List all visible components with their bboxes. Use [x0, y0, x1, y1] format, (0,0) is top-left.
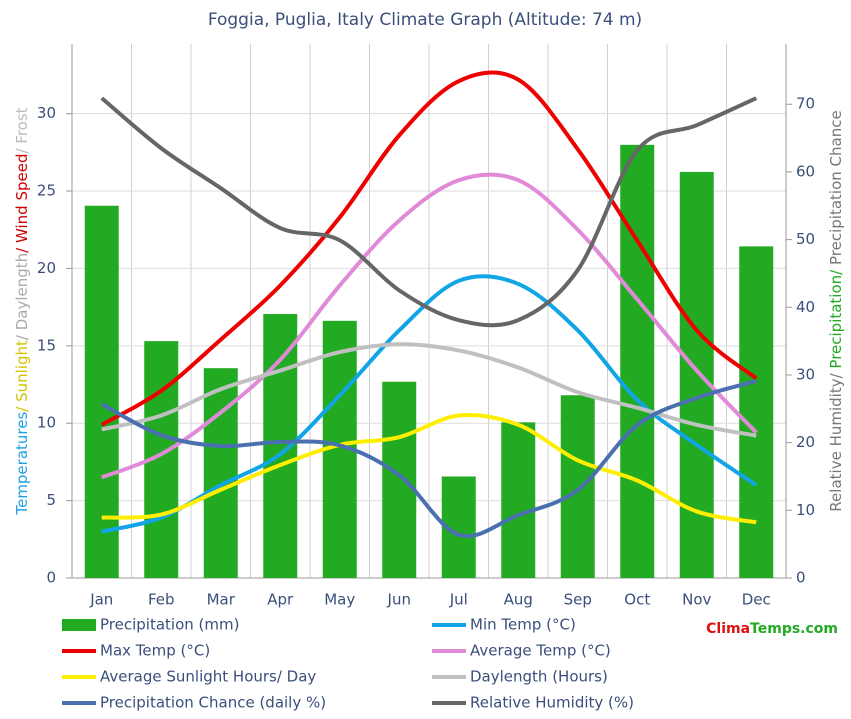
y-axis-title-part: / Sunlight	[13, 340, 31, 412]
legend-label: Max Temp (°C)	[100, 642, 210, 660]
y-axis-title-part: / Frost	[13, 107, 31, 153]
legend-label: Min Temp (°C)	[470, 616, 576, 634]
y2-tick-label: 10	[796, 501, 815, 519]
x-tick-label: Sep	[564, 591, 592, 609]
x-tick-label: Dec	[742, 591, 771, 609]
y-tick-label: 15	[37, 336, 56, 354]
y2-tick-label: 60	[796, 162, 815, 180]
legend-label: Precipitation (mm)	[100, 616, 239, 634]
legend-label: Relative Humidity (%)	[470, 694, 634, 712]
x-tick-label: May	[324, 591, 355, 609]
y-tick-label: 25	[37, 182, 56, 200]
bar	[620, 144, 655, 578]
x-tick-label: Oct	[624, 591, 650, 609]
bar	[84, 205, 119, 578]
y2-tick-label: 30	[796, 365, 815, 383]
legend-label: Average Sunlight Hours/ Day	[100, 668, 316, 686]
y-tick-label: 30	[37, 104, 56, 122]
x-tick-label: Nov	[682, 591, 711, 609]
x-tick-label: Jul	[449, 591, 468, 609]
y2-axis-title: Relative Humidity/ Precipitation/ Precip…	[827, 110, 845, 511]
line	[100, 70, 758, 427]
bar	[501, 422, 536, 578]
y-axis-title: Temperatures/ Sunlight/ Daylength/ Wind …	[13, 107, 31, 515]
bar	[679, 171, 714, 578]
line	[101, 342, 757, 438]
x-tick-label: Mar	[207, 591, 236, 609]
x-tick-label: Feb	[148, 591, 175, 609]
legend-swatch	[62, 619, 96, 631]
y-axis-title-part: / Wind Speed	[13, 154, 31, 253]
y-axis-title-part: / Daylength	[13, 253, 31, 340]
x-tick-label: Jan	[89, 591, 113, 609]
line	[100, 96, 758, 328]
line	[101, 172, 758, 480]
line	[101, 412, 757, 525]
y2-axis-title-part: Precipitation/	[827, 265, 845, 369]
legend-label: Precipitation Chance (daily %)	[100, 694, 326, 712]
brand: ClimaTemps.com	[706, 621, 838, 637]
y2-tick-label: 70	[796, 95, 815, 113]
bar	[203, 368, 238, 578]
line	[100, 379, 757, 539]
y-axis-title-part: Temperatures	[13, 412, 31, 516]
x-tick-label: Aug	[504, 591, 533, 609]
x-tick-label: Jun	[387, 591, 411, 609]
y2-axis-title-part: Precipitation Chance	[827, 110, 845, 265]
y2-axis-title-part: Relative Humidity/	[827, 369, 845, 512]
chart-title: Foggia, Puglia, Italy Climate Graph (Alt…	[208, 10, 642, 30]
y2-tick-label: 0	[796, 569, 806, 587]
y2-tick-label: 40	[796, 298, 815, 316]
y-tick-label: 5	[46, 491, 56, 509]
bar	[739, 246, 774, 578]
bar	[560, 395, 595, 578]
bar	[382, 381, 417, 578]
y-tick-label: 10	[37, 414, 56, 432]
legend-label: Average Temp (°C)	[470, 642, 611, 660]
x-tick-label: Apr	[267, 591, 294, 609]
y-tick-label: 20	[37, 259, 56, 277]
y-tick-label: 0	[46, 569, 56, 587]
y2-tick-label: 50	[796, 230, 815, 248]
brand-part: Clima	[706, 621, 750, 637]
y2-tick-label: 20	[796, 433, 815, 451]
legend-label: Daylength (Hours)	[470, 668, 608, 686]
brand-part: Temps.com	[750, 621, 838, 637]
